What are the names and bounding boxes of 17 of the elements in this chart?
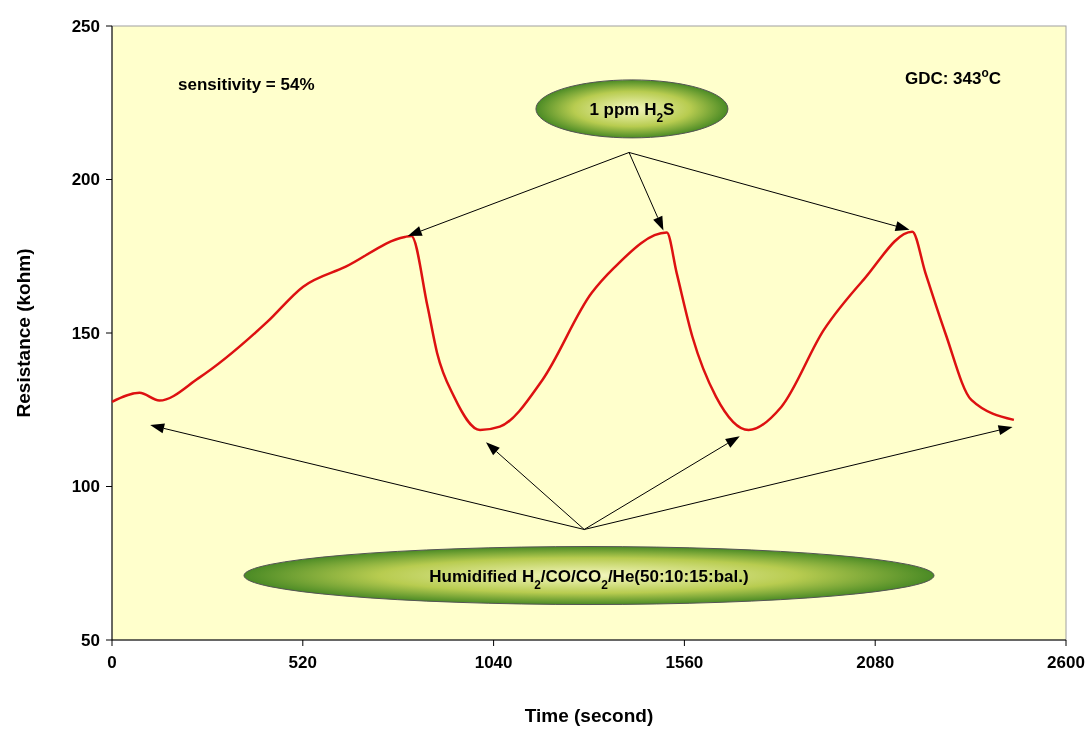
y-tick-label: 50 [81, 630, 100, 650]
y-tick-label: 200 [71, 170, 100, 190]
y-axis-title: Resistance (kohm) [13, 248, 34, 418]
annotation: Humidified H$_{2}$/CO/CO$_{2}$/He(50:10:15:bal.) [429, 566, 749, 592]
y-tick-label: 250 [71, 16, 100, 36]
y-tick-label: 150 [71, 323, 100, 343]
x-axis-title: Time (second) [524, 705, 654, 726]
x-tick-label: 2080 [856, 653, 895, 672]
x-tick-label: 520 [288, 653, 317, 672]
annotation: sensitivity = 54% [178, 75, 315, 94]
y-tick-label: 100 [71, 477, 100, 497]
annotation: GDC: 343$^{o}$C [904, 66, 1001, 88]
x-tick-label: 1560 [665, 653, 704, 672]
x-tick-label: 1040 [474, 653, 513, 672]
x-tick-label: 0 [107, 653, 117, 672]
x-tick-label: 2600 [1047, 653, 1085, 672]
annotation: 1 ppm H$_{2}$S [589, 99, 675, 125]
